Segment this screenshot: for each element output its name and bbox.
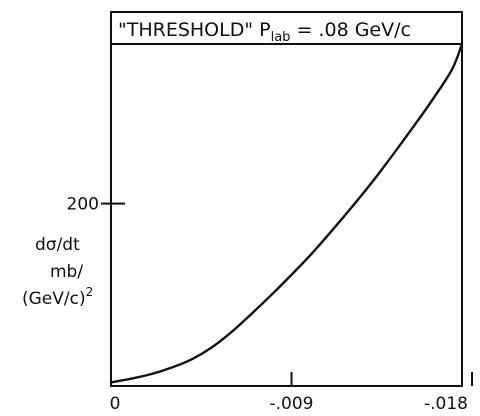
x-tick-label-1: -.009 xyxy=(270,394,314,414)
plot-frame xyxy=(110,43,463,387)
axis-ticks: 0 -.009 -.018 200 xyxy=(67,195,474,414)
x-tick-label-2: -.018 xyxy=(424,394,468,414)
y-axis-label-line-2: mb/ xyxy=(50,262,83,282)
x-tick-label-0: 0 xyxy=(110,394,121,414)
chart-title-prefix: "THRESHOLD" P xyxy=(118,19,271,41)
chart-title-suffix: = .08 GeV/c xyxy=(290,19,411,41)
y-axis-label-exponent: 2 xyxy=(86,285,94,299)
chart-title: "THRESHOLD" Plab = .08 GeV/c xyxy=(118,19,411,45)
y-axis-label: dσ/dt mb/ (GeV/c)2 xyxy=(22,235,93,309)
y-axis-label-line-1: dσ/dt xyxy=(35,235,80,255)
y-axis-label-line-3: (GeV/c)2 xyxy=(22,285,93,309)
y-tick-label-0: 200 xyxy=(67,195,99,215)
series-curve xyxy=(109,42,464,384)
y-axis-label-unit: (GeV/c) xyxy=(22,289,86,309)
chart-title-subscript: lab xyxy=(271,30,291,45)
